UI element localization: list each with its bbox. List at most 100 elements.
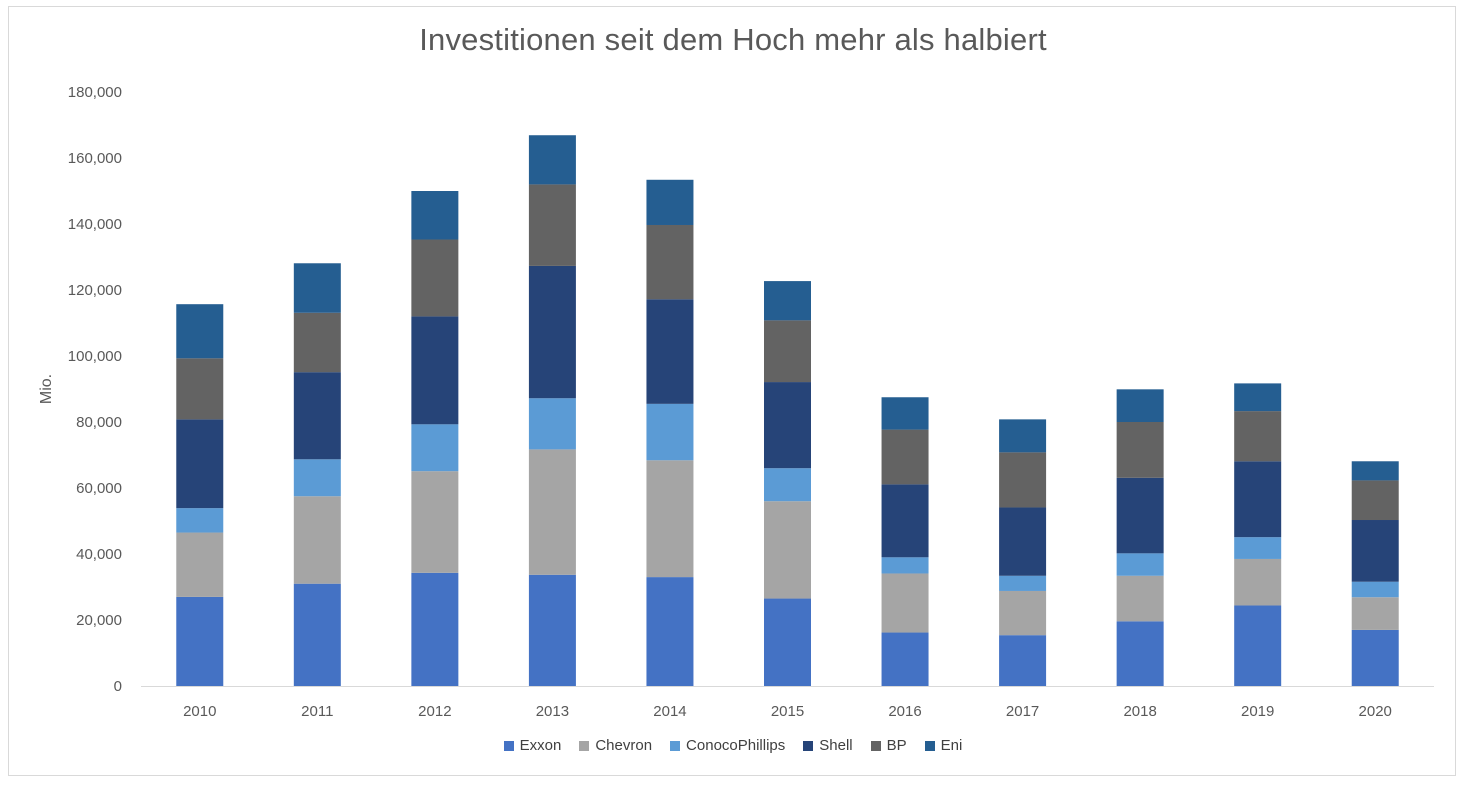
- legend-label: Chevron: [595, 737, 653, 754]
- bar-exxon: [881, 632, 929, 686]
- bar-shell: [293, 372, 341, 460]
- bar-eni: [764, 281, 811, 321]
- bar-exxon: [646, 577, 694, 686]
- bar-conocophillips: [1351, 581, 1399, 598]
- bar-exxon: [1351, 629, 1399, 686]
- chart-legend: Exxon Chevron ConocoPhillips Shell BP Eni: [0, 737, 1466, 754]
- bar-bp: [176, 358, 224, 420]
- y-tick-label: 0: [114, 678, 122, 695]
- x-tick-label: 2015: [771, 703, 804, 720]
- bar-conocophillips: [646, 403, 694, 461]
- bar-chevron: [999, 590, 1047, 636]
- y-tick-label: 80,000: [76, 414, 122, 431]
- bar-eni: [1351, 461, 1399, 481]
- bar-eni: [411, 191, 459, 240]
- bar-conocophillips: [528, 398, 576, 450]
- legend-swatch: [803, 740, 814, 751]
- legend-label: Exxon: [519, 737, 562, 754]
- legend-item: Chevron: [579, 737, 652, 754]
- bar-shell: [646, 299, 694, 404]
- bar-exxon: [176, 596, 224, 686]
- bar-bp: [999, 452, 1047, 508]
- bar-shell: [1234, 461, 1282, 538]
- x-tick-label: 2012: [418, 703, 451, 720]
- bar-conocophillips: [764, 468, 811, 502]
- legend-swatch: [670, 740, 681, 751]
- bar-chevron: [528, 449, 576, 575]
- legend-swatch: [870, 740, 881, 751]
- legend-label: Eni: [940, 737, 963, 754]
- y-tick-label: 20,000: [76, 612, 122, 629]
- bar-bp: [646, 224, 694, 300]
- bar-chevron: [764, 501, 811, 599]
- y-tick-label: 120,000: [68, 282, 122, 299]
- bar-chevron: [1234, 558, 1282, 606]
- bar-shell: [999, 507, 1047, 576]
- x-tick-label: 2011: [301, 703, 333, 720]
- legend-item: Exxon: [503, 737, 562, 754]
- chart-frame: [8, 6, 1456, 776]
- x-tick-label: 2014: [653, 703, 686, 720]
- bar-conocophillips: [1116, 553, 1164, 576]
- bar-chevron: [881, 573, 929, 633]
- bar-exxon: [764, 598, 811, 686]
- bar-exxon: [1234, 605, 1282, 686]
- bar-shell: [1351, 520, 1399, 582]
- x-tick-label: 2013: [536, 703, 569, 720]
- bar-shell: [411, 316, 459, 425]
- bar-bp: [1351, 480, 1399, 521]
- bar-exxon: [999, 635, 1047, 686]
- bar-shell: [1116, 477, 1164, 554]
- bar-bp: [411, 239, 459, 317]
- bar-exxon: [1116, 621, 1164, 686]
- bar-eni: [999, 419, 1047, 453]
- legend-item: Eni: [924, 737, 963, 754]
- bar-eni: [1116, 389, 1164, 422]
- bar-conocophillips: [411, 424, 459, 472]
- bar-bp: [764, 320, 811, 383]
- bar-chevron: [646, 460, 694, 578]
- x-tick-label: 2017: [1006, 703, 1039, 720]
- bar-bp: [1234, 411, 1282, 462]
- legend-label: BP: [886, 737, 907, 754]
- y-tick-label: 140,000: [68, 216, 122, 233]
- bar-exxon: [528, 574, 576, 686]
- bar-conocophillips: [881, 557, 929, 574]
- x-tick-label: 2016: [888, 703, 921, 720]
- legend-label: Shell: [819, 737, 853, 754]
- y-tick-label: 40,000: [76, 546, 122, 563]
- bar-chevron: [1116, 575, 1164, 622]
- bar-conocophillips: [176, 508, 224, 533]
- y-axis-label: Mio.: [38, 374, 55, 404]
- y-tick-label: 60,000: [76, 480, 122, 497]
- x-tick-label: 2019: [1241, 703, 1274, 720]
- bar-bp: [1116, 422, 1164, 478]
- bar-eni: [293, 263, 341, 313]
- y-tick-label: 100,000: [68, 348, 122, 365]
- x-tick-label: 2010: [183, 703, 216, 720]
- bar-shell: [881, 484, 929, 558]
- bar-bp: [293, 312, 341, 373]
- bar-eni: [176, 304, 224, 359]
- legend-label: ConocoPhillips: [686, 737, 786, 754]
- x-tick-label: 2020: [1359, 703, 1392, 720]
- chart-title: Investitionen seit dem Hoch mehr als hal…: [419, 22, 1047, 57]
- bar-exxon: [293, 583, 341, 686]
- bar-chevron: [411, 471, 459, 573]
- bar-conocophillips: [293, 459, 341, 497]
- legend-swatch: [924, 740, 935, 751]
- bar-chevron: [176, 532, 224, 597]
- legend-item: BP: [870, 737, 907, 754]
- bar-chevron: [1351, 597, 1399, 630]
- bar-eni: [881, 397, 929, 430]
- legend-item: Shell: [803, 737, 853, 754]
- legend-swatch: [503, 740, 514, 751]
- bar-eni: [1234, 383, 1282, 412]
- bar-shell: [528, 265, 576, 399]
- y-tick-label: 160,000: [68, 150, 122, 167]
- bar-chevron: [293, 496, 341, 584]
- bar-eni: [528, 135, 576, 185]
- bar-eni: [646, 179, 694, 225]
- bar-conocophillips: [1234, 537, 1282, 559]
